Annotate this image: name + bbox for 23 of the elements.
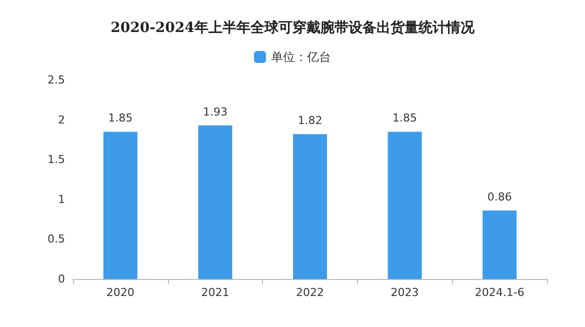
x-tick-label: 2020 — [106, 286, 134, 299]
bar — [103, 132, 138, 279]
y-tick-label: 1 — [58, 192, 65, 206]
y-tick-label: 2.5 — [48, 74, 65, 86]
bar — [293, 134, 327, 279]
x-tick-label: 2024.1-6 — [474, 286, 524, 299]
x-tick-label: 2021 — [201, 286, 230, 299]
data-label: 1.93 — [202, 105, 228, 118]
y-tick-label: 1.5 — [48, 153, 65, 166]
data-label: 1.82 — [298, 114, 322, 128]
data-label: 1.85 — [108, 112, 133, 125]
y-tick-label: 0 — [58, 272, 65, 286]
legend-label: 单位：亿台 — [271, 50, 331, 64]
data-label: 0.86 — [487, 190, 512, 204]
x-tick-label: 2023 — [390, 286, 419, 299]
chart-title: 2020-2024年上半年全球可穿戴腕带设备出货量统计情况 — [110, 19, 476, 36]
y-tick-label: 0.5 — [48, 232, 65, 246]
y-tick-label: 2 — [58, 113, 65, 126]
x-tick-label: 2022 — [296, 286, 324, 299]
bar — [388, 132, 422, 279]
data-label: 1.85 — [392, 112, 418, 125]
bar — [198, 125, 232, 279]
bar — [482, 210, 517, 279]
